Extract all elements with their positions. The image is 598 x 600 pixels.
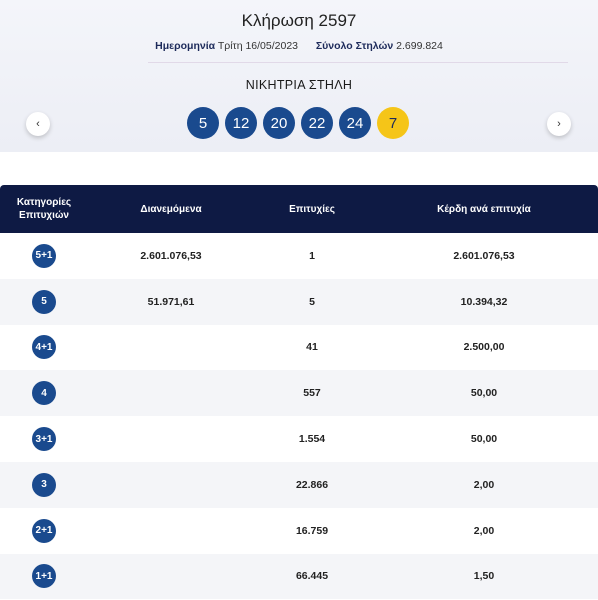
- category-badge: 1+1: [32, 564, 56, 589]
- prize-cell: 2.601.076,53: [453, 249, 515, 262]
- winners-cell: 5: [309, 295, 315, 308]
- category-badge: 5: [32, 289, 56, 314]
- draw-panel: Κλήρωση 2597 Ημερομηνία Τρίτη 16/05/2023…: [0, 0, 598, 152]
- header-prize: Κέρδη ανά επιτυχία: [437, 203, 531, 215]
- number-ball: 22: [301, 107, 333, 139]
- date-value: Τρίτη 16/05/2023: [217, 40, 299, 52]
- category-badge: 3+1: [32, 427, 56, 452]
- category-badge: 5+1: [32, 243, 56, 268]
- category-badge: 4: [32, 381, 56, 406]
- prize-cell: 50,00: [470, 387, 498, 400]
- table-header: Κατηγορίες Επιτυχιών Διανεμόμενα Επιτυχί…: [0, 185, 598, 233]
- table-row: 1+1 66.445 1,50: [0, 553, 598, 600]
- chevron-right-icon: ›: [557, 118, 561, 130]
- prize-cell: 10.394,32: [460, 295, 508, 308]
- prize-cell: 2,00: [473, 478, 495, 491]
- number-ball: 5: [187, 107, 219, 139]
- columns-value: 2.699.824: [396, 40, 443, 52]
- draw-meta: Ημερομηνία Τρίτη 16/05/2023 Σύνολο Στηλώ…: [0, 40, 598, 52]
- category-badge: 4+1: [32, 335, 56, 360]
- prize-cell: 2.500,00: [463, 341, 505, 354]
- winning-numbers: 5 12 20 22 24 7: [187, 107, 409, 139]
- next-draw-button[interactable]: ›: [547, 112, 571, 136]
- table-row: 5 51.971,61 5 10.394,32: [0, 278, 598, 325]
- previous-draw-button[interactable]: ‹: [26, 112, 50, 136]
- chevron-left-icon: ‹: [36, 118, 40, 130]
- joker-ball: 7: [377, 107, 409, 139]
- header-winners: Επιτυχίες: [289, 203, 335, 215]
- number-ball: 12: [225, 107, 257, 139]
- prize-table: Κατηγορίες Επιτυχιών Διανεμόμενα Επιτυχί…: [0, 185, 598, 600]
- number-ball: 24: [339, 107, 371, 139]
- distributed-cell: 51.971,61: [147, 295, 195, 308]
- header-category: Κατηγορίες Επιτυχιών: [16, 197, 72, 221]
- table-row: 2+1 16.759 2,00: [0, 507, 598, 554]
- winners-cell: 66.445: [295, 570, 329, 583]
- table-row: 3 22.866 2,00: [0, 461, 598, 508]
- table-row: 4+1 41 2.500,00: [0, 324, 598, 371]
- header-distributed: Διανεμόμενα: [140, 203, 202, 215]
- category-badge: 2+1: [32, 518, 56, 543]
- winners-cell: 1.554: [298, 433, 326, 446]
- divider: [148, 62, 568, 63]
- winners-cell: 41: [306, 341, 318, 354]
- winners-cell: 557: [303, 387, 321, 400]
- prize-cell: 50,00: [470, 433, 498, 446]
- winners-cell: 22.866: [295, 478, 329, 491]
- table-body: 5+1 2.601.076,53 1 2.601.076,53 5 51.971…: [0, 233, 598, 600]
- table-row: 5+1 2.601.076,53 1 2.601.076,53: [0, 233, 598, 279]
- table-row: 3+1 1.554 50,00: [0, 416, 598, 462]
- columns-label: Σύνολο Στηλών: [315, 40, 394, 52]
- winners-cell: 1: [309, 249, 315, 262]
- draw-title: Κλήρωση 2597: [241, 11, 357, 30]
- category-badge: 3: [32, 472, 56, 497]
- table-row: 4 557 50,00: [0, 370, 598, 417]
- winners-cell: 16.759: [295, 524, 329, 537]
- number-ball: 20: [263, 107, 295, 139]
- prize-cell: 2,00: [473, 524, 495, 537]
- prize-cell: 1,50: [473, 570, 495, 583]
- winning-column-label: ΝΙΚΗΤΡΙΑ ΣΤΗΛΗ: [245, 78, 353, 92]
- date-label: Ημερομηνία: [155, 40, 216, 52]
- distributed-cell: 2.601.076,53: [140, 249, 202, 262]
